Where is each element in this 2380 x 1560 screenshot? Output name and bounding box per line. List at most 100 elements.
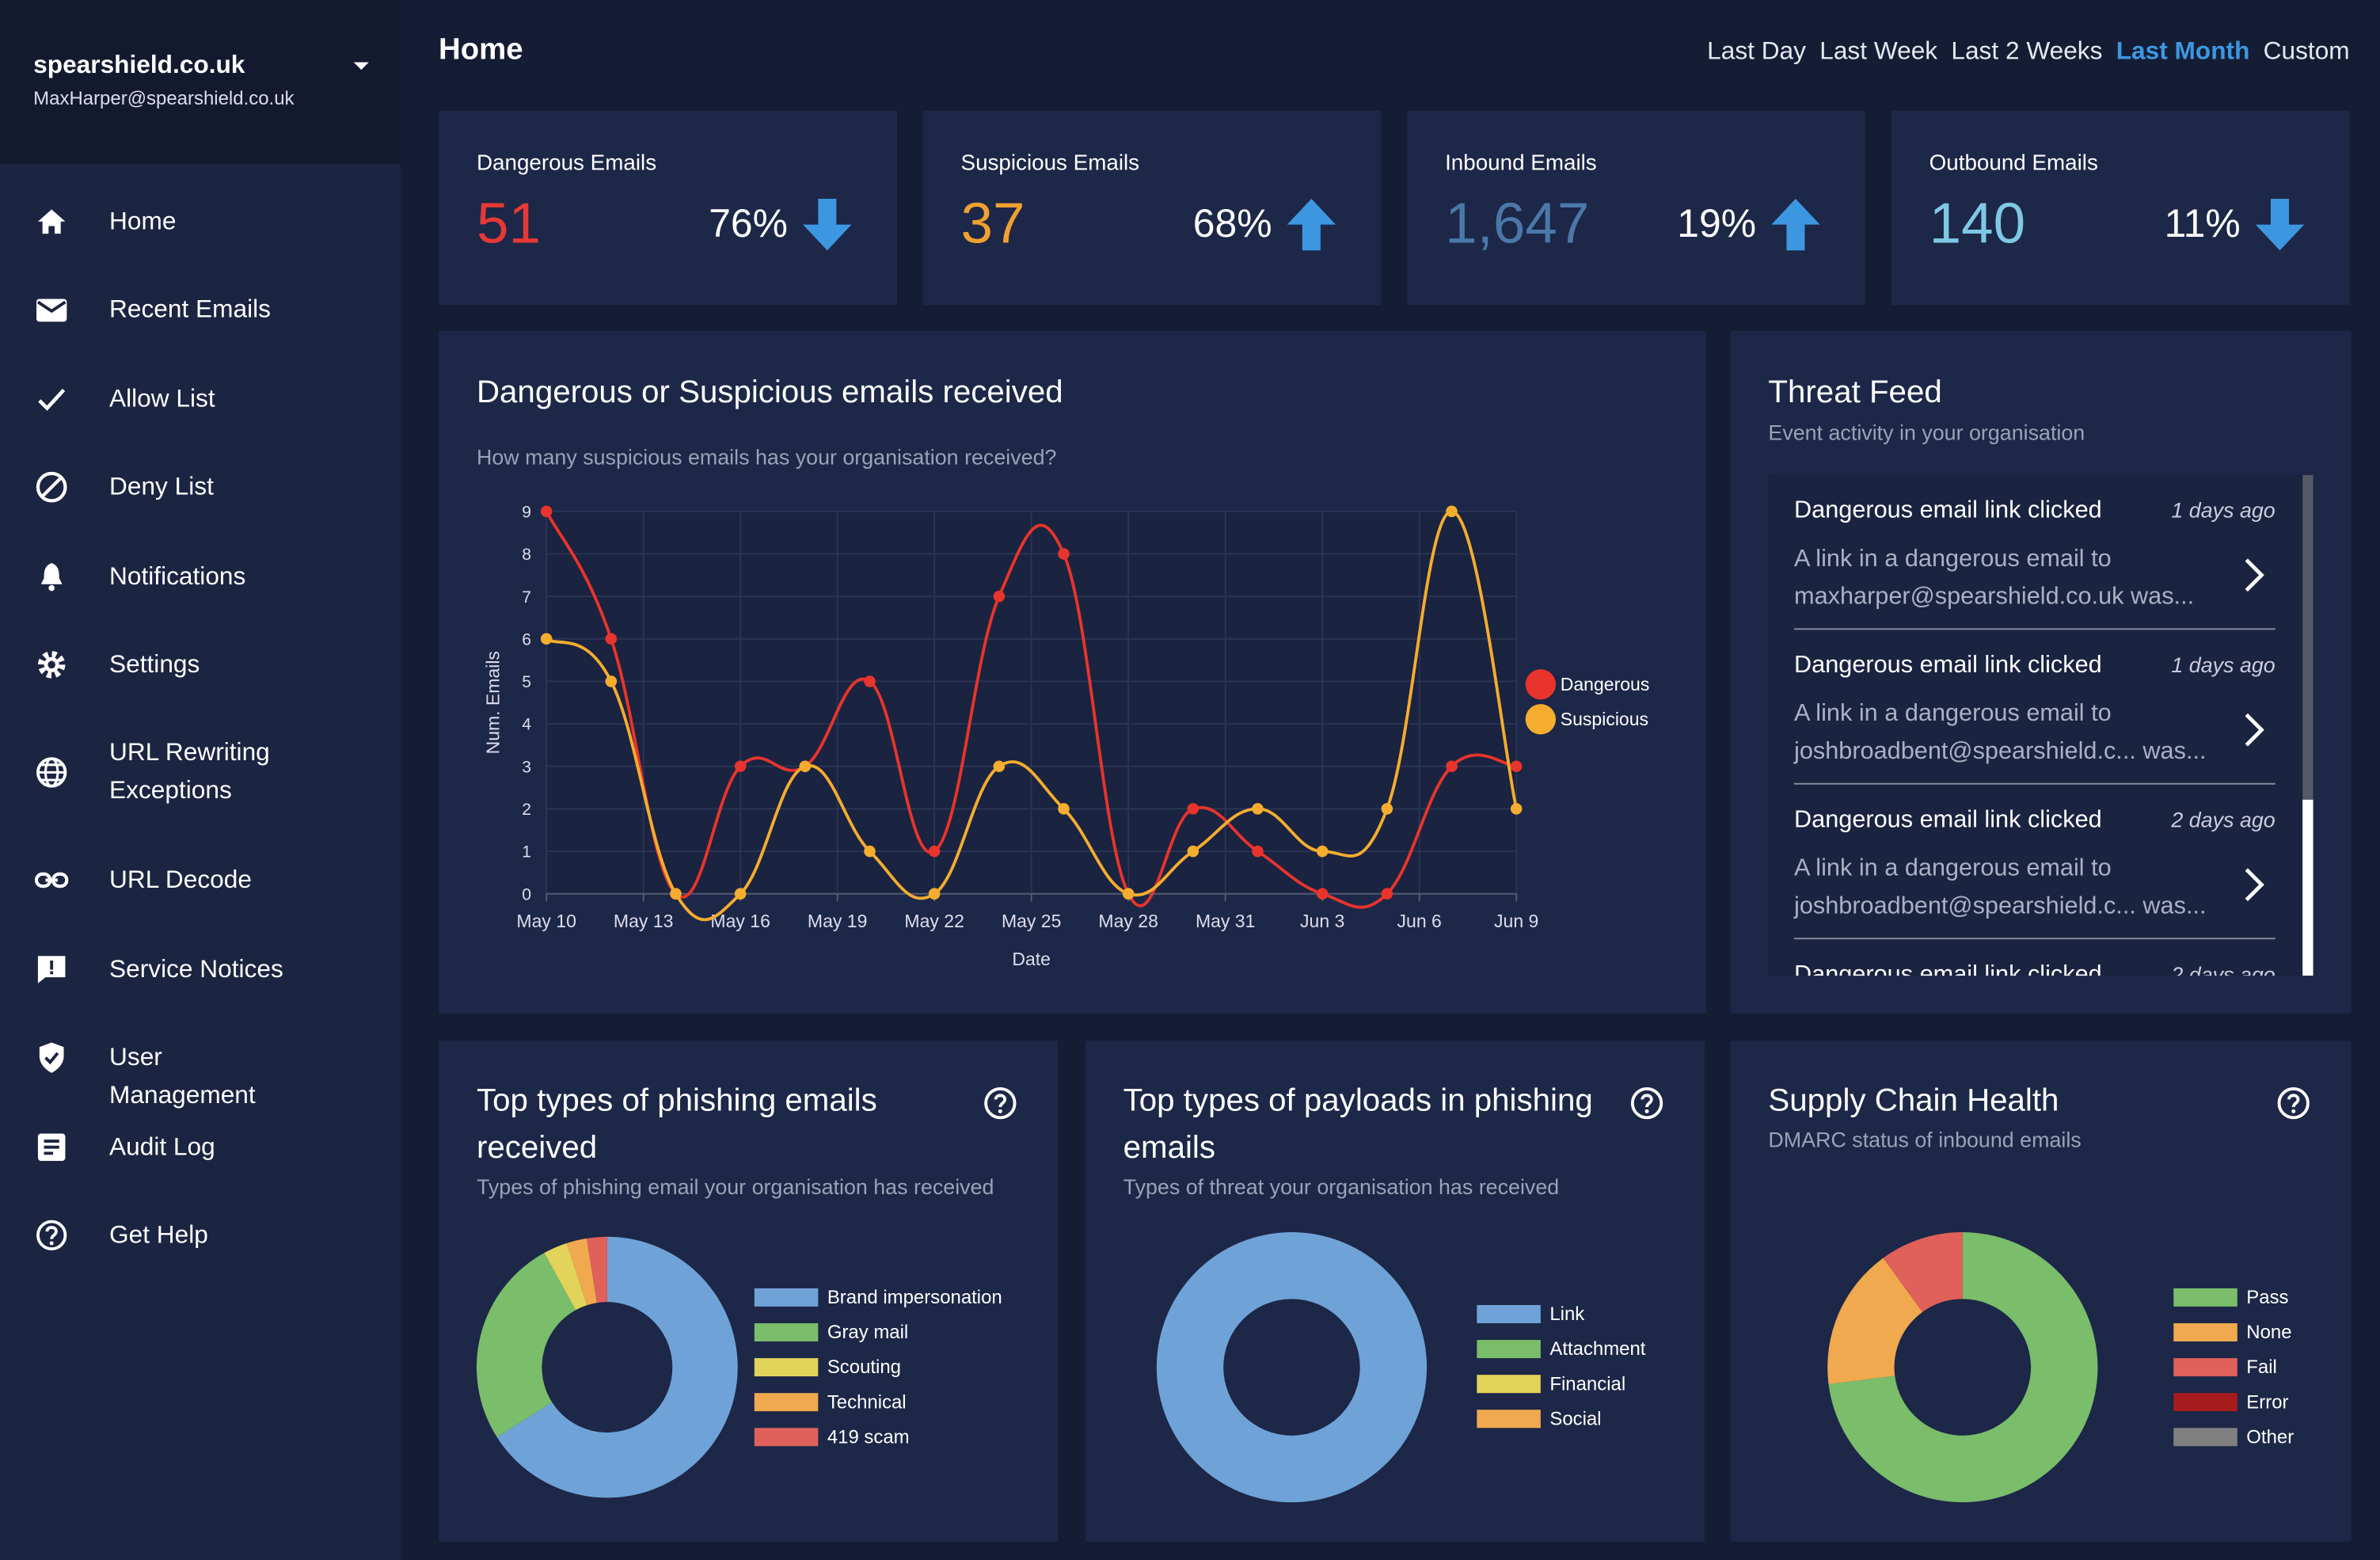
nav-item[interactable]: Home (109, 207, 177, 235)
feed-item[interactable]: Dangerous email link clicked 1 days ago A … (1794, 630, 2275, 785)
data-point[interactable] (1381, 803, 1393, 815)
nav-item[interactable]: Deny List (109, 472, 214, 500)
doughnut-slice[interactable] (544, 1242, 587, 1311)
doughnut-slice[interactable] (566, 1238, 597, 1306)
data-point[interactable] (864, 845, 876, 858)
dropdown-icon (353, 62, 369, 70)
data-point[interactable] (1058, 548, 1070, 560)
data-point[interactable] (540, 633, 553, 645)
data-point[interactable] (1316, 845, 1329, 858)
data-point[interactable] (1187, 803, 1200, 815)
help-icon[interactable] (984, 1087, 1017, 1120)
legend-label[interactable]: Link (1549, 1303, 1584, 1325)
nav-item[interactable]: URL Decode (109, 866, 252, 893)
sidebar: spearshield.co.uk MaxHarper@spearshield.… (0, 0, 401, 1560)
legend-label[interactable]: Suspicious (1561, 709, 1648, 729)
data-point[interactable] (1252, 845, 1264, 858)
legend-label[interactable]: Fail (2246, 1356, 2277, 1378)
legend-swatch (2173, 1393, 2237, 1412)
data-point[interactable] (734, 888, 747, 900)
data-point[interactable] (670, 888, 682, 900)
range-option[interactable]: Custom (2263, 37, 2350, 66)
stat-label: Inbound Emails (1445, 151, 1597, 177)
doughnut-slice[interactable] (1828, 1232, 2098, 1503)
nav-item[interactable]: URL Rewriting Exceptions (109, 739, 270, 805)
nav-item[interactable]: Notifications (109, 561, 246, 590)
data-point[interactable] (1446, 505, 1458, 518)
legend-swatch (2173, 1288, 2237, 1307)
x-axis-title: Date (1012, 949, 1051, 969)
feed-item[interactable]: Dangerous email link clicked 1 days ago A … (1794, 475, 2275, 630)
nav-item[interactable]: User Management (109, 1043, 256, 1109)
chevron-shape (2245, 868, 2264, 902)
doughnut-slice[interactable] (1827, 1258, 1923, 1384)
y-tick-label: 5 (522, 673, 531, 691)
pie-card: Top types of phishing emails received Typ… (439, 1041, 1059, 1542)
data-point[interactable] (1058, 803, 1070, 815)
legend-label[interactable]: Dangerous (1561, 674, 1650, 694)
org-header[interactable]: spearshield.co.uk MaxHarper@spearshield.… (0, 0, 401, 164)
data-point[interactable] (1510, 803, 1523, 815)
range-option[interactable]: Last Day (1707, 37, 1806, 66)
data-point[interactable] (605, 675, 618, 687)
help-icon[interactable] (2277, 1087, 2310, 1120)
stat-label: Outbound Emails (1929, 151, 2098, 177)
nav-item[interactable]: Service Notices (109, 955, 283, 983)
legend-label[interactable]: Gray mail (827, 1322, 908, 1343)
data-point[interactable] (1252, 803, 1264, 815)
nav-item[interactable]: Allow List (109, 384, 215, 413)
feed-item-time: 2 days ago (2171, 961, 2275, 976)
doughnut-slice[interactable] (476, 1253, 576, 1437)
legend-label[interactable]: Other (2246, 1426, 2294, 1448)
data-point[interactable] (1122, 888, 1135, 900)
data-point[interactable] (1316, 888, 1329, 900)
range-option[interactable]: Last 2 Weeks (1951, 37, 2103, 66)
legend-label[interactable]: Pass (2246, 1287, 2288, 1308)
data-point[interactable] (799, 760, 812, 773)
range-option[interactable]: Last Week (1819, 37, 1938, 66)
scroll-thumb[interactable] (2302, 799, 2313, 976)
legend-label[interactable]: None (2246, 1322, 2291, 1343)
legend-label[interactable]: Error (2246, 1391, 2288, 1413)
nav-item[interactable]: Settings (109, 650, 200, 678)
chevron-shape (2245, 558, 2264, 592)
legend-swatch (1525, 704, 1557, 735)
stat-label: Suspicious Emails (960, 151, 1140, 177)
trend-arrow (1771, 199, 1820, 251)
feed-item[interactable]: Dangerous email link clicked 2 days ago A … (1794, 785, 2275, 940)
data-point[interactable] (734, 760, 747, 773)
data-point[interactable] (1381, 888, 1393, 900)
help-icon[interactable] (1630, 1087, 1663, 1120)
data-point[interactable] (993, 760, 1006, 773)
data-point[interactable] (993, 590, 1006, 603)
data-point[interactable] (864, 675, 876, 687)
doughnut-slice[interactable] (587, 1236, 607, 1303)
doughnut-slice[interactable] (496, 1236, 738, 1498)
legend-label[interactable]: 419 scam (827, 1426, 910, 1448)
legend-label[interactable]: Technical (827, 1391, 907, 1413)
data-point[interactable] (1510, 760, 1523, 773)
doughnut-slice[interactable] (1156, 1232, 1428, 1503)
data-point[interactable] (928, 845, 941, 858)
doughnut-chart: Pass None Fail Error Other (1827, 1087, 2310, 1503)
legend-label[interactable]: Attachment (1549, 1338, 1645, 1360)
page-title: Home (439, 33, 523, 67)
doughnut-slice[interactable] (1883, 1232, 1963, 1312)
x-tick-label: May 10 (516, 911, 576, 931)
feed-item-time: 1 days ago (2171, 653, 2275, 677)
range-option[interactable]: Last Month (2116, 37, 2250, 66)
feed-item[interactable]: Dangerous email link clicked 2 days ago (1794, 939, 2275, 976)
data-point[interactable] (1187, 845, 1200, 858)
chevron-shape (2245, 713, 2264, 747)
legend-label[interactable]: Financial (1549, 1373, 1625, 1394)
legend-label[interactable]: Brand impersonation (827, 1287, 1002, 1308)
data-point[interactable] (928, 888, 941, 900)
data-point[interactable] (1446, 760, 1458, 773)
nav-item[interactable]: Recent Emails (109, 295, 271, 323)
data-point[interactable] (540, 505, 553, 518)
data-point[interactable] (605, 633, 618, 645)
nav-item[interactable]: Get Help (109, 1220, 208, 1249)
nav-item[interactable]: Audit Log (109, 1132, 215, 1161)
legend-label[interactable]: Social (1549, 1408, 1601, 1429)
legend-label[interactable]: Scouting (827, 1356, 901, 1378)
